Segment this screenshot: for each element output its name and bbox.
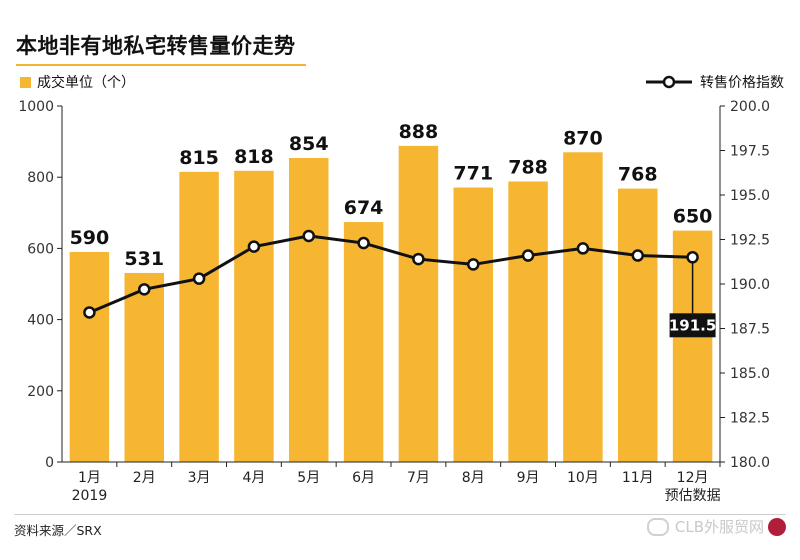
x-tick-label: 2月 [133,470,156,486]
bar-value-label: 870 [563,127,603,149]
line-point-6 [357,236,370,250]
x-tick-label: 8月 [462,470,485,486]
bar-legend-swatch [20,76,31,88]
left-tick-label: 400 [27,313,54,329]
bar-value-label: 771 [453,163,493,185]
bar-1 [69,251,110,462]
bar-6 [343,222,384,462]
line-legend-label: 转售价格指数 [700,75,784,91]
bar-legend-label: 成交单位（个） [37,75,135,91]
wechat-icon [646,517,669,536]
line-point-8 [467,258,480,271]
source-note: 资料来源／SRX [14,523,102,538]
right-tick-label: 200.0 [730,99,770,115]
bar-8 [453,187,493,463]
line-point-9 [521,249,535,262]
left-tick-label: 600 [27,241,54,257]
line-point-1 [83,306,96,319]
bar-4 [234,170,274,463]
line-point-10 [576,242,590,255]
x-tick-label: 6月 [352,470,375,486]
right-tick-label: 197.5 [730,144,770,160]
x-tick-label: 5月 [297,470,320,486]
bar-value-label: 815 [179,147,219,169]
x-tick-label: 1月 [78,470,101,486]
watermark-text: CLB外服贸网 [674,518,764,536]
bar-value-label: 590 [70,227,110,249]
watermark: CLB外服贸网 [646,516,786,537]
bar-10 [563,152,603,462]
line-point-3 [192,272,206,285]
bar-value-label: 674 [344,197,384,219]
right-tick-label: 182.5 [730,411,770,427]
bar-value-label: 888 [399,121,439,143]
x-tick-sublabel: 2019 [72,488,108,504]
right-tick-label: 190.0 [730,277,770,293]
bar-5 [289,157,329,462]
left-tick-label: 1000 [18,99,54,115]
x-tick-label: 7月 [407,470,430,486]
bar-7 [398,145,439,462]
bar-value-label: 768 [618,164,658,186]
x-tick-label: 12月 [677,470,709,486]
x-tick-sublabel: 预估数据 [665,488,721,504]
watermark-badge-icon [768,517,786,536]
bar-value-label: 650 [673,206,713,228]
bar-3 [179,171,219,463]
bar-value-label: 531 [124,248,164,270]
line-point-11 [631,249,644,262]
bar-11 [618,188,658,463]
line-point-7 [412,252,425,266]
left-tick-label: 200 [27,384,54,400]
bar-value-label: 788 [508,156,548,178]
right-tick-label: 185.0 [730,366,770,382]
legend-bars: 成交单位（个） [20,72,135,92]
line-point-2 [138,283,151,296]
line-legend-icon [646,75,692,89]
x-tick-label: 9月 [517,470,540,486]
line-point-5 [302,229,315,243]
right-tick-label: 192.5 [730,233,770,249]
legend-line: 转售价格指数 [646,72,784,92]
right-tick-label: 180.0 [730,455,770,471]
right-tick-label: 195.0 [730,188,770,204]
x-tick-label: 10月 [567,470,599,486]
title-underline [16,64,306,66]
bar-2 [124,272,164,462]
callout-label: 191.5 [669,316,716,334]
x-tick-label: 11月 [622,470,654,486]
callout-box [669,313,716,338]
bar-9 [508,181,548,463]
bar-value-label: 854 [289,133,329,155]
left-tick-label: 800 [27,170,54,186]
chart-title: 本地非有地私宅转售量价走势 [16,34,296,58]
left-tick-label: 0 [45,455,54,471]
bar-value-label: 818 [234,146,274,168]
price-index-line [88,234,693,314]
right-tick-label: 187.5 [730,322,770,338]
x-tick-label: 3月 [188,470,211,486]
line-point-12 [686,251,699,264]
line-point-4 [247,240,261,253]
footer-divider [14,514,786,515]
x-tick-label: 4月 [242,470,265,486]
